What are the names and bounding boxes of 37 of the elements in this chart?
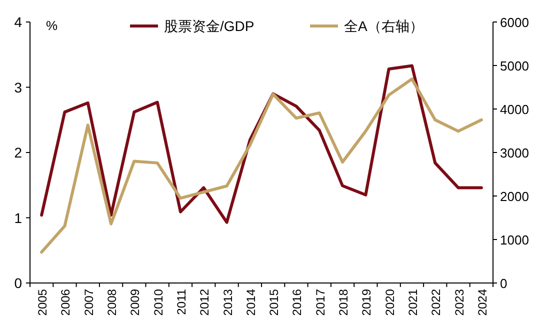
x-tick-label: 2023 [452, 288, 466, 316]
x-tick-label: 2008 [105, 288, 120, 316]
legend-label: 全A（右轴） [344, 18, 424, 34]
x-tick-label: 2010 [151, 288, 166, 316]
line-series [40, 77, 483, 254]
y2-tick-label: 3000 [500, 146, 529, 160]
legend-label: 股票资金/GDP [164, 18, 254, 34]
y-tick-label: 4 [14, 14, 22, 30]
y2-tick-label: 1000 [500, 232, 529, 248]
y-tick-label: 1 [14, 210, 22, 226]
x-tick-label: 2013 [220, 288, 235, 316]
y2-tick-label: 6000 [500, 15, 529, 30]
x-tick-label: 2018 [336, 288, 351, 316]
x-tick-label: 2017 [313, 288, 328, 316]
y2-tick-label: 0 [500, 276, 508, 291]
x-tick-label: 2012 [198, 288, 212, 316]
x-tick-label: 2022 [429, 288, 444, 316]
x-tick-label: 2011 [174, 288, 188, 315]
x-tick-label: 2020 [382, 288, 397, 316]
x-tick-label: 2009 [128, 288, 142, 316]
y2-tick-label: 5000 [500, 58, 529, 74]
line-series [40, 64, 483, 224]
x-tick-label: 2006 [58, 288, 73, 316]
x-tick-label: 2005 [36, 288, 50, 316]
x-tick-label: 2014 [244, 288, 258, 316]
x-tick-label: 2007 [82, 288, 96, 316]
x-tick-label: 2021 [406, 288, 420, 316]
y-axis-title: % [46, 18, 58, 33]
x-tick-label: 2024 [475, 288, 490, 316]
y-tick-label: 3 [14, 79, 22, 96]
y-tick-label: 0 [14, 275, 22, 291]
y-tick-label: 2 [14, 144, 22, 160]
y2-tick-label: 4000 [500, 102, 529, 117]
x-tick-label: 2019 [360, 288, 374, 316]
x-tick-label: 2015 [267, 288, 282, 316]
y2-tick-label: 2000 [500, 189, 529, 204]
x-tick-label: 2016 [290, 288, 304, 316]
